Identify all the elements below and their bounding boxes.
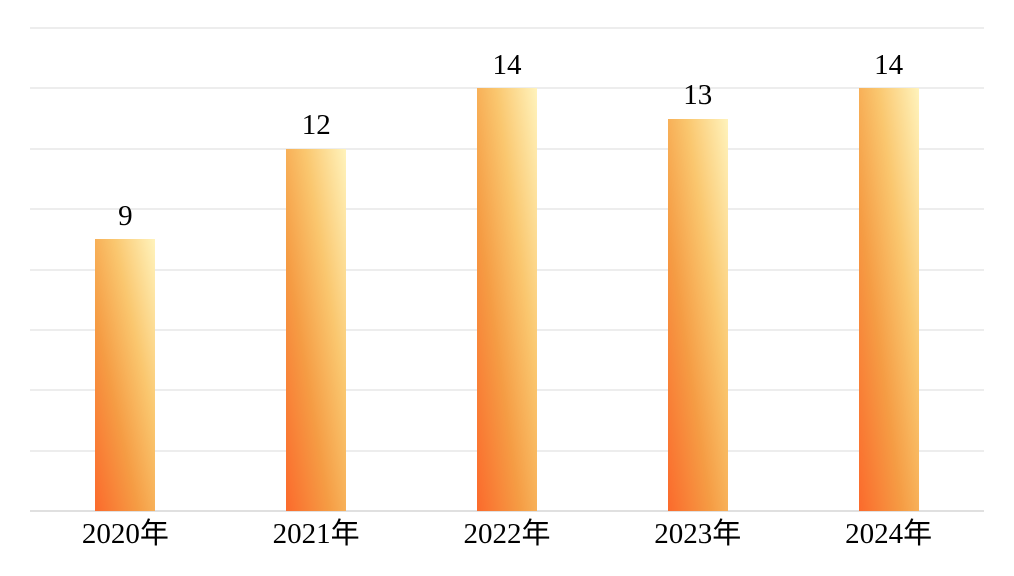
bar	[477, 88, 537, 511]
bar	[286, 148, 347, 511]
bar-group: 13	[667, 80, 728, 511]
bar	[667, 118, 728, 511]
bar-group: 14	[858, 49, 919, 511]
x-axis-label: 2022年	[463, 518, 551, 550]
bar-group: 14	[477, 49, 537, 511]
x-axis-label: 2020年	[81, 518, 169, 550]
bar-value-label: 13	[683, 79, 713, 112]
bar-value-label: 14	[874, 48, 904, 81]
bar-value-label: 14	[492, 48, 522, 81]
bar-value-label: 9	[118, 199, 133, 232]
x-axis-label: 2024年	[845, 518, 933, 550]
bar	[95, 239, 156, 511]
x-axis-label: 2021年	[272, 518, 360, 550]
bar-group: 9	[95, 200, 156, 511]
gridline	[30, 27, 984, 29]
x-axis-label: 2023年	[654, 518, 742, 550]
x-axis-line	[30, 510, 984, 512]
bar-value-label: 12	[301, 109, 331, 142]
bar	[858, 88, 919, 511]
bar-group: 12	[286, 110, 347, 511]
